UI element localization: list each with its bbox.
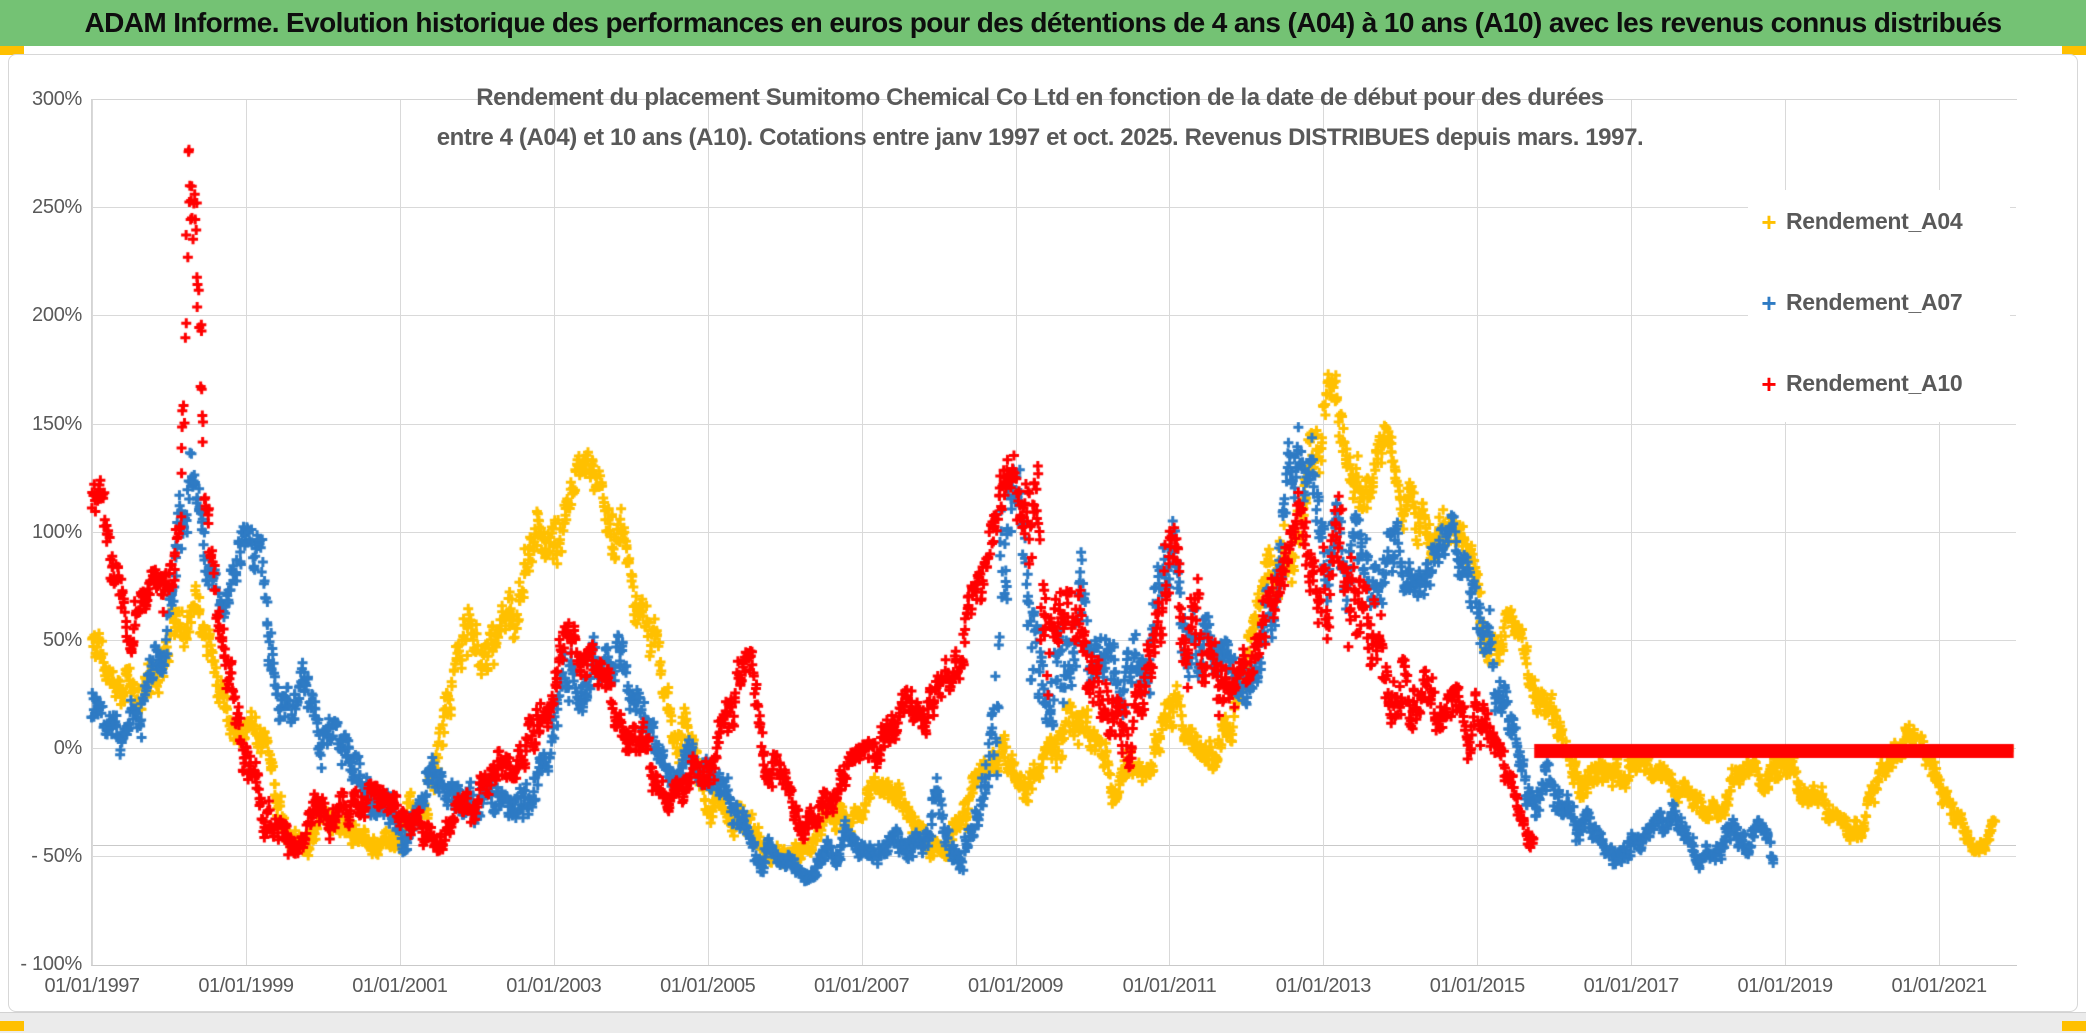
legend-item-rendement_a10[interactable]: + Rendement_A10 [1756,370,1962,397]
x-axis-tick-label: 01/01/2011 [1122,975,1217,997]
chart-title-line1: Rendement du placement Sumitomo Chemical… [476,84,1604,111]
legend-item-label: Rendement_A07 [1786,289,1963,315]
chart-title: Rendement du placement Sumitomo Chemical… [300,78,1780,158]
x-axis-tick-label: 01/01/2017 [1583,975,1680,997]
x-axis-tick-label: 01/01/2013 [1275,975,1372,997]
y-axis-tick-label: - 100% [20,953,82,976]
legend: + Rendement_A04 + Rendement_A07 + Rendement_A… [1748,190,2010,422]
x-axis-tick-label: 01/01/2005 [660,975,756,997]
x-axis-tick-label: 01/01/2009 [967,975,1064,997]
x-axis-tick-label: 01/01/2019 [1737,975,1834,997]
x-axis-tick-label: 01/01/2003 [506,975,602,997]
x-axis-tick-label: 01/01/2015 [1429,975,1526,997]
legend-item-rendement_a07[interactable]: + Rendement_A07 [1756,289,1962,316]
legend-item-label: Rendement_A04 [1786,208,1963,234]
y-axis-tick-label: - 50% [31,845,82,868]
x-axis-tick-label: 01/01/1997 [44,975,140,997]
legend-marker-icon: + [1761,206,1777,237]
chart-title-line2: entre 4 (A04) et 10 ans (A10). Cotations… [436,124,1644,151]
legend-item-label: Rendement_A10 [1786,370,1963,396]
x-axis-tick-label: 01/01/2007 [814,975,910,997]
legend-marker-icon: + [1761,368,1777,399]
y-axis-tick-label: 100% [32,520,82,543]
x-axis-tick-label: 01/01/2021 [1891,975,1987,997]
legend-item-rendement_a04[interactable]: + Rendement_A04 [1756,208,1962,235]
y-axis-tick-label: 300% [32,88,82,111]
y-axis-tick-label: 0% [53,737,83,759]
legend-marker-icon: + [1761,287,1777,318]
y-axis-tick-label: 50% [42,628,82,651]
x-axis-tick-label: 01/01/2001 [352,975,448,997]
y-axis-tick-label: 200% [32,304,82,327]
x-axis-tick-label: 01/01/1999 [198,975,294,997]
y-axis-tick-label: 150% [32,412,82,435]
y-axis-tick-label: 250% [32,196,82,219]
